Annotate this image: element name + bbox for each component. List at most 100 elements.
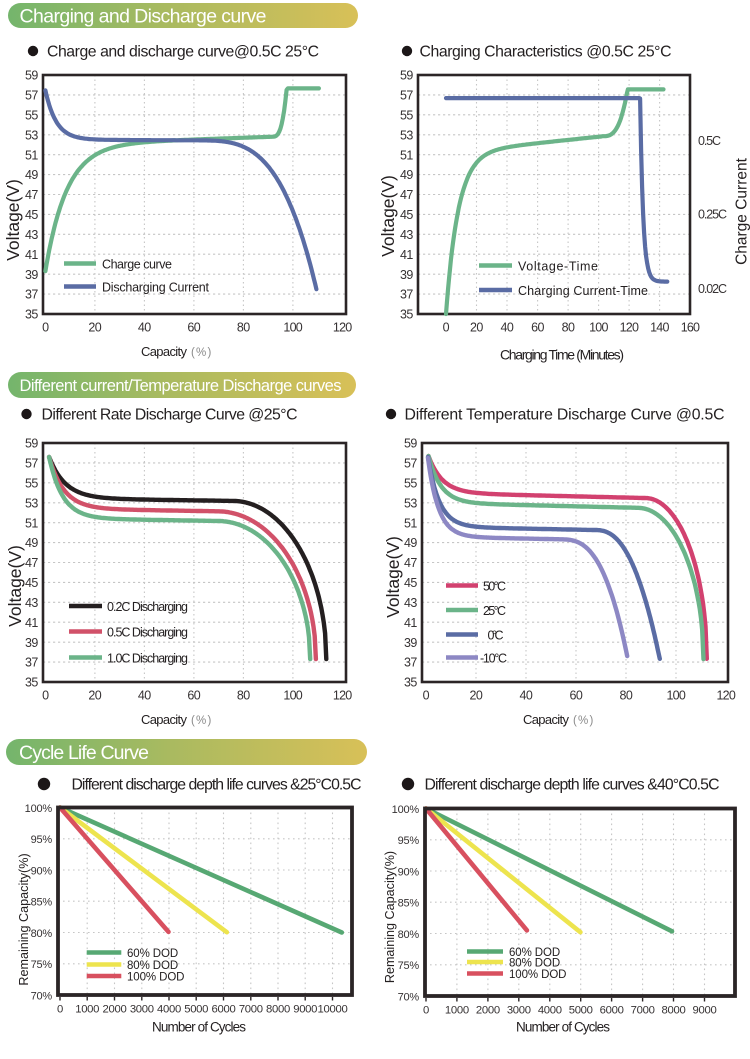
svg-text:7000: 7000: [239, 1004, 263, 1016]
svg-text:20: 20: [88, 689, 101, 703]
svg-text:100%: 100%: [392, 804, 420, 816]
svg-text:20: 20: [470, 321, 483, 335]
svg-text:39: 39: [25, 268, 38, 282]
svg-text:49: 49: [25, 168, 38, 182]
svg-text:40: 40: [520, 689, 533, 703]
svg-text:0°C: 0°C: [488, 628, 504, 642]
svg-text:Number of Cycles: Number of Cycles: [152, 1020, 246, 1035]
svg-text:4000: 4000: [157, 1004, 181, 1016]
svg-text:37: 37: [25, 656, 38, 670]
svg-text:85%: 85%: [31, 897, 53, 909]
svg-text:53: 53: [404, 496, 417, 510]
svg-text:35: 35: [404, 676, 417, 690]
svg-text:Capacity: Capacity: [141, 712, 188, 727]
svg-text:47: 47: [25, 188, 38, 202]
svg-text:35: 35: [25, 676, 38, 690]
svg-text:Voltage(V): Voltage(V): [3, 179, 23, 261]
svg-text:Voltage-Time: Voltage-Time: [518, 259, 598, 273]
svg-text:85%: 85%: [398, 898, 420, 910]
svg-text:59: 59: [25, 437, 38, 451]
svg-text:75%: 75%: [31, 959, 53, 971]
svg-text:60: 60: [531, 321, 544, 335]
svg-text:Charge and discharge curve@0.5: Charge and discharge curve@0.5C 25°C: [47, 44, 319, 61]
svg-text:41: 41: [400, 248, 413, 262]
svg-text:95%: 95%: [31, 834, 53, 846]
svg-text:Number of Cycles: Number of Cycles: [516, 1020, 610, 1035]
svg-text:100: 100: [283, 689, 302, 703]
svg-text:Different Rate Discharge Curve: Different Rate Discharge Curve @25°C: [42, 407, 298, 424]
svg-text:43: 43: [25, 596, 38, 610]
svg-text:80%: 80%: [31, 928, 53, 940]
svg-text:49: 49: [25, 536, 38, 550]
svg-text:Capacity: Capacity: [141, 344, 188, 359]
svg-text:0.2C Discharging: 0.2C Discharging: [107, 600, 188, 614]
svg-text:39: 39: [400, 268, 413, 282]
svg-text:90%: 90%: [398, 866, 420, 878]
svg-text:37: 37: [400, 288, 413, 302]
svg-text:9000: 9000: [693, 1005, 717, 1017]
svg-text:Charge Current: Charge Current: [734, 157, 750, 265]
svg-text:37: 37: [404, 656, 417, 670]
svg-text:100: 100: [667, 689, 686, 703]
svg-text:Different discharge depth life: Different discharge depth life curves &4…: [425, 777, 720, 794]
svg-text:45: 45: [25, 576, 38, 590]
svg-text:49: 49: [404, 536, 417, 550]
svg-text:59: 59: [25, 69, 38, 83]
svg-text:45: 45: [404, 576, 417, 590]
svg-text:80: 80: [237, 321, 250, 335]
svg-text:55: 55: [25, 476, 38, 490]
svg-text:47: 47: [400, 188, 413, 202]
svg-text:41: 41: [404, 616, 417, 630]
svg-text:3000: 3000: [507, 1005, 531, 1017]
svg-text:80: 80: [562, 321, 575, 335]
svg-text:51: 51: [400, 148, 413, 162]
svg-text:100: 100: [283, 321, 302, 335]
svg-text:55: 55: [25, 108, 38, 122]
svg-text:51: 51: [25, 148, 38, 162]
svg-text:Cycle Life Curve: Cycle Life Curve: [19, 742, 149, 764]
svg-text:60% DOD: 60% DOD: [127, 948, 178, 960]
svg-text:70%: 70%: [398, 991, 420, 1003]
svg-text:80% DOD: 80% DOD: [509, 957, 560, 969]
svg-text:160: 160: [681, 321, 700, 335]
svg-text:41: 41: [25, 616, 38, 630]
svg-text:60: 60: [187, 321, 200, 335]
svg-text:60: 60: [570, 689, 583, 703]
svg-text:5000: 5000: [184, 1004, 208, 1016]
svg-text:1000: 1000: [445, 1005, 469, 1017]
svg-text:41: 41: [25, 248, 38, 262]
svg-text:25°C: 25°C: [483, 604, 506, 618]
svg-text:Remaining Capacity(%): Remaining Capacity(%): [383, 851, 397, 983]
svg-text:(%): (%): [191, 715, 213, 727]
svg-text:6000: 6000: [600, 1005, 624, 1017]
svg-text:60% DOD: 60% DOD: [509, 947, 560, 959]
svg-text:100% DOD: 100% DOD: [127, 971, 184, 983]
svg-text:57: 57: [25, 457, 38, 471]
svg-text:2000: 2000: [476, 1005, 500, 1017]
svg-text:57: 57: [400, 89, 413, 103]
svg-text:0: 0: [423, 1005, 429, 1017]
svg-text:80%: 80%: [398, 929, 420, 941]
svg-text:3000: 3000: [130, 1004, 154, 1016]
svg-text:0.5C Discharging: 0.5C Discharging: [107, 625, 188, 639]
svg-text:0: 0: [423, 689, 430, 703]
svg-text:45: 45: [400, 208, 413, 222]
svg-text:Different Temperature Discharg: Different Temperature Discharge Curve @0…: [405, 407, 725, 424]
svg-text:47: 47: [25, 556, 38, 570]
svg-text:57: 57: [25, 89, 38, 103]
svg-text:100%: 100%: [25, 803, 53, 815]
svg-text:Voltage(V): Voltage(V): [378, 175, 398, 257]
svg-text:Different current/Temperature: Different current/Temperature Discharge …: [20, 377, 342, 395]
svg-text:43: 43: [400, 228, 413, 242]
svg-text:55: 55: [400, 108, 413, 122]
svg-text:9000: 9000: [293, 1004, 317, 1016]
svg-text:43: 43: [404, 596, 417, 610]
svg-text:100% DOD: 100% DOD: [509, 969, 566, 981]
svg-text:6000: 6000: [212, 1004, 236, 1016]
svg-text:0.25C: 0.25C: [698, 207, 727, 221]
svg-text:8000: 8000: [662, 1005, 686, 1017]
svg-text:Charging Time (Minutes): Charging Time (Minutes): [500, 347, 624, 363]
svg-text:80: 80: [237, 689, 250, 703]
svg-text:4000: 4000: [538, 1005, 562, 1017]
svg-text:57: 57: [404, 457, 417, 471]
